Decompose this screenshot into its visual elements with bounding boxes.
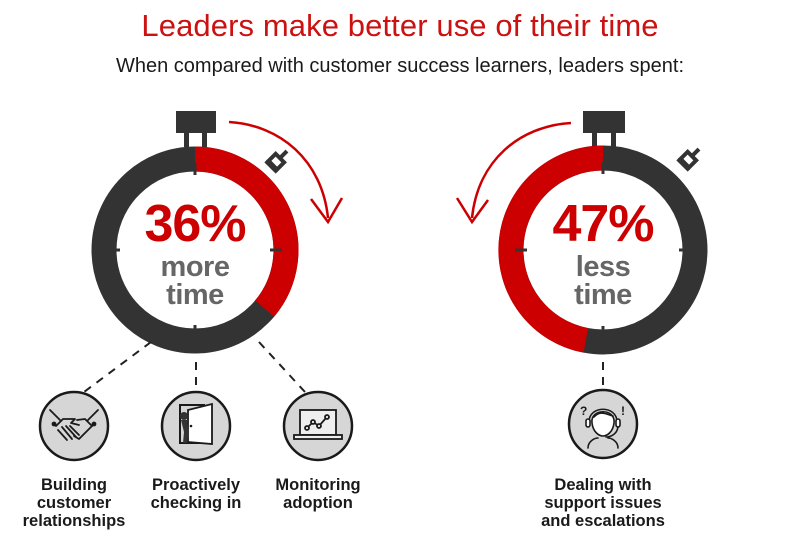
exclamation-mark-icon: ! <box>621 404 625 418</box>
activity-icon-checking-in <box>160 390 232 462</box>
gauge-right-line2: time <box>574 279 632 311</box>
clockwise-arrow-icon <box>228 120 344 225</box>
activity-label-monitoring-adoption: Monitoring adoption <box>275 476 361 512</box>
activity-icon-support-issues: ? ! <box>567 388 639 460</box>
gauge-progress-arc <box>498 145 604 353</box>
gauge-ticks <box>515 162 691 338</box>
gauge-ticks <box>108 163 282 337</box>
laptop-chart-icon <box>293 409 343 440</box>
gauge-left-line2: time <box>166 279 224 311</box>
question-mark-icon: ? <box>580 404 587 418</box>
counterclockwise-arrow-icon <box>455 121 572 225</box>
stopwatch-side-button-icon <box>676 147 701 172</box>
gauge-left-line1: more <box>160 251 230 283</box>
stopwatch-side-button-icon <box>264 149 289 174</box>
page-title: Leaders make better use of their time <box>141 8 659 43</box>
stopwatch-crown-icon <box>583 111 625 147</box>
support-agent-headset-icon <box>585 408 621 449</box>
gauge-right-line1: less <box>575 251 631 283</box>
handshake-icon <box>49 409 99 441</box>
activity-label-checking-in: Proactively checking in <box>150 476 242 512</box>
stopwatch-left <box>91 111 344 354</box>
door-person-icon <box>179 402 213 445</box>
activity-icon-monitoring-adoption <box>282 390 354 462</box>
activity-label-building-relationships: Building customer relationships <box>22 476 126 530</box>
gauge-right-percent: 47% <box>552 195 654 253</box>
stopwatch-right <box>455 111 708 355</box>
activity-icon-building-relationships <box>38 390 110 462</box>
activity-label-support-issues: Dealing with support issues and escalati… <box>541 476 665 530</box>
connector-lines-left <box>83 341 306 393</box>
gauge-left-percent: 36% <box>144 195 246 253</box>
stopwatch-crown-icon <box>176 111 216 147</box>
page-subtitle: When compared with customer success lear… <box>115 55 685 77</box>
gauge-progress-arc <box>194 146 299 317</box>
